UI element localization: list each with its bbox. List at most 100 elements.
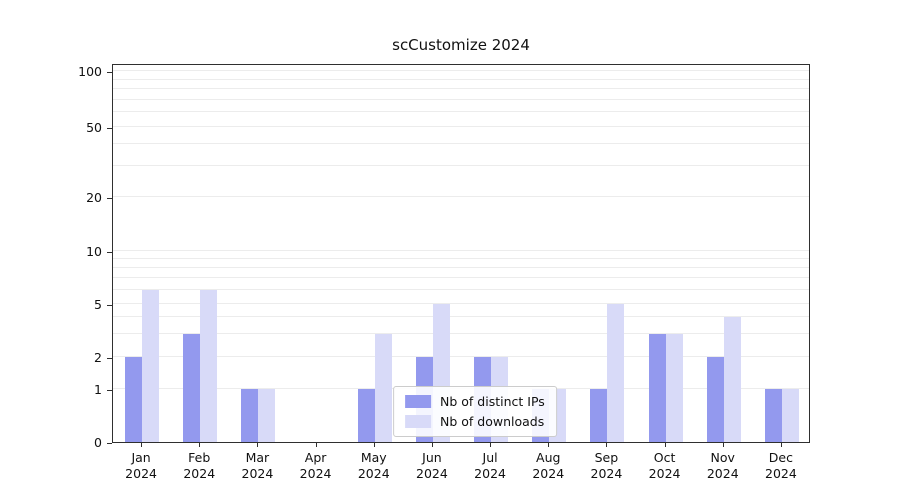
y-tick-mark [107, 390, 112, 391]
gridline [113, 303, 809, 304]
legend-label: Nb of downloads [440, 414, 545, 429]
x-tick-year: 2024 [474, 466, 506, 481]
y-tick-label: 10 [86, 244, 102, 259]
x-tick-month: Sep [594, 450, 619, 465]
x-tick-mark [141, 443, 143, 447]
bar-downloads [200, 290, 218, 442]
gridline [113, 277, 809, 279]
bar-downloads [607, 304, 625, 442]
y-tick-label: 50 [86, 120, 102, 135]
gridline [113, 356, 809, 357]
x-tick-mark [431, 443, 433, 447]
x-tick-mark [315, 443, 317, 447]
x-tick-label: Sep 2024 [577, 450, 635, 482]
y-tick-mark [107, 443, 112, 444]
y-tick-label: 100 [78, 64, 102, 79]
y-tick-label: 1 [94, 382, 102, 397]
x-tick-year: 2024 [241, 466, 274, 481]
bar-distinct-ips [357, 389, 375, 442]
x-tick-year: 2024 [765, 466, 797, 481]
legend-swatch [405, 395, 432, 408]
x-tick-month: Apr [304, 450, 327, 465]
x-tick-year: 2024 [125, 466, 157, 481]
y-tick-mark [107, 358, 112, 359]
gridline [113, 196, 809, 197]
legend-item: Nb of downloads [405, 414, 545, 429]
x-tick-label: Jun 2024 [403, 450, 461, 482]
gridline [113, 88, 809, 90]
x-tick-label: Mar 2024 [228, 450, 286, 482]
y-tick-mark [107, 128, 112, 129]
bar-distinct-ips [706, 357, 724, 442]
legend-item: Nb of distinct IPs [405, 394, 545, 409]
gridline [113, 98, 809, 100]
x-tick-mark [606, 443, 608, 447]
y-tick-mark [107, 198, 112, 199]
x-tick-month: Dec [768, 450, 793, 465]
legend-label: Nb of distinct IPs [440, 394, 545, 409]
gridline [113, 70, 809, 71]
x-tick-label: Jul 2024 [461, 450, 519, 482]
y-tick-mark [107, 305, 112, 306]
bar-downloads [781, 389, 799, 442]
x-tick-year: 2024 [590, 466, 623, 481]
gridline [113, 315, 809, 317]
gridline [113, 78, 809, 80]
x-tick-month: Mar [245, 450, 270, 465]
gridline [113, 111, 809, 113]
x-tick-year: 2024 [706, 466, 739, 481]
x-tick-year: 2024 [299, 466, 332, 481]
chart-title: scCustomize 2024 [392, 36, 530, 54]
gridline [113, 250, 809, 251]
x-tick-label: Apr 2024 [287, 450, 345, 482]
x-tick-month: Nov [710, 450, 735, 465]
bar-distinct-ips [125, 357, 143, 442]
gridline [113, 143, 809, 145]
y-tick-label: 20 [86, 190, 102, 205]
x-tick-mark [199, 443, 201, 447]
y-tick-mark [107, 72, 112, 73]
x-tick-mark [373, 443, 375, 447]
gridline [113, 258, 809, 260]
bar-downloads [723, 316, 741, 442]
bar-downloads [374, 333, 392, 442]
x-tick-year: 2024 [532, 466, 565, 481]
bar-distinct-ips [764, 389, 782, 442]
x-tick-label: Aug 2024 [519, 450, 577, 482]
bar-distinct-ips [183, 333, 201, 442]
x-tick-year: 2024 [648, 466, 681, 481]
x-tick-month: Oct [653, 450, 676, 465]
bar-downloads [665, 333, 683, 442]
x-tick-mark [548, 443, 550, 447]
x-tick-month: Feb [188, 450, 211, 465]
y-tick-mark [107, 252, 112, 253]
x-tick-year: 2024 [183, 466, 216, 481]
x-tick-mark [490, 443, 492, 447]
gridline [113, 289, 809, 291]
legend-swatch [405, 415, 432, 428]
x-tick-mark [664, 443, 666, 447]
x-tick-mark [722, 443, 724, 447]
bar-distinct-ips [241, 389, 259, 442]
legend: Nb of distinct IPs Nb of downloads [393, 386, 557, 437]
bar-downloads [142, 290, 160, 442]
y-tick-label: 5 [94, 297, 102, 312]
x-tick-label: Dec 2024 [752, 450, 810, 482]
x-tick-label: Nov 2024 [694, 450, 752, 482]
x-tick-year: 2024 [357, 466, 390, 481]
x-tick-year: 2024 [416, 466, 448, 481]
x-tick-month: Aug [536, 450, 561, 465]
gridline [113, 165, 809, 167]
x-tick-month: Jul [482, 450, 498, 465]
y-tick-label: 0 [94, 435, 102, 450]
y-tick-label: 2 [94, 350, 102, 365]
x-tick-mark [257, 443, 259, 447]
x-tick-mark [780, 443, 782, 447]
x-tick-label: Oct 2024 [636, 450, 694, 482]
x-tick-label: Jan 2024 [112, 450, 170, 482]
bar-distinct-ips [590, 389, 608, 442]
x-tick-month: May [360, 450, 387, 465]
bar-downloads [258, 389, 276, 442]
x-tick-label: Feb 2024 [170, 450, 228, 482]
